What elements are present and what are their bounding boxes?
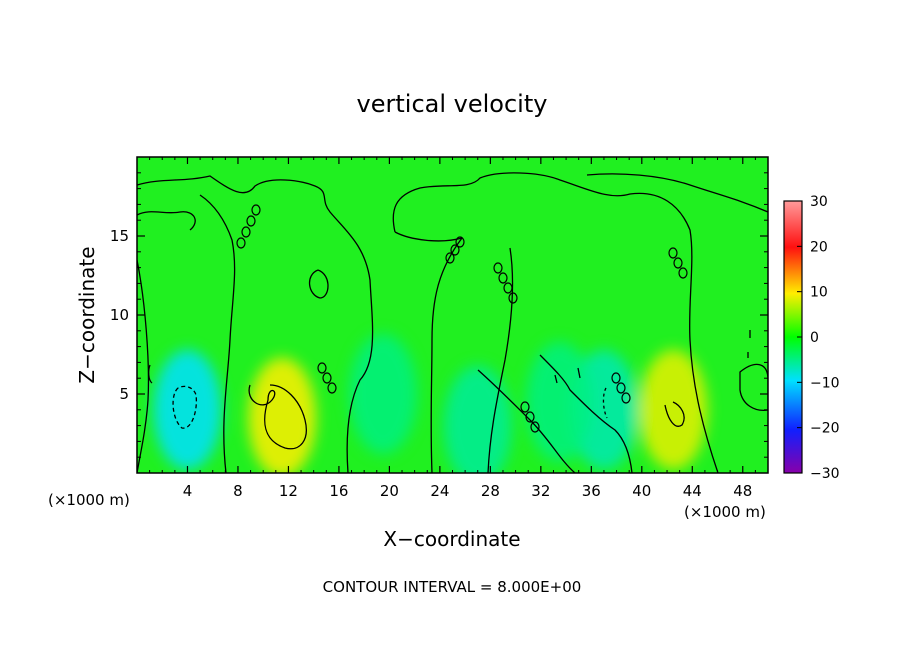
y-axis-label: Z−coordinate (75, 246, 99, 383)
contour-line (248, 384, 307, 450)
contour-oval (673, 257, 683, 269)
x-tick-label: 20 (380, 482, 399, 500)
plot-area (137, 157, 768, 473)
x-tick-label: 40 (632, 482, 651, 500)
x-tick-label: 8 (233, 482, 243, 500)
contour-oval (241, 226, 251, 238)
field-feature (525, 341, 594, 462)
field-feature (443, 365, 512, 473)
x-tick-label: 28 (481, 482, 500, 500)
contour-oval (498, 272, 508, 284)
contour-line (739, 363, 768, 411)
contour-interval-note: CONTOUR INTERVAL = 8.000E+00 (323, 578, 582, 596)
x-tick-label: 32 (531, 482, 550, 500)
colorbar-tick-label: 20 (810, 239, 828, 255)
contour-oval (668, 247, 678, 259)
x-unit-left: (×1000 m) (48, 491, 130, 509)
contour-oval (520, 401, 530, 413)
contour-line (308, 269, 329, 299)
colorbar-tick-label: −30 (810, 466, 840, 482)
contour-oval (611, 372, 621, 384)
contour-line (137, 175, 374, 473)
colorbar-tick-label: −10 (810, 375, 840, 391)
contour-line (747, 330, 751, 358)
contour-oval (525, 411, 535, 423)
colorbar-tick-label: −20 (810, 421, 840, 437)
y-tick-label: 5 (119, 385, 129, 403)
contour-oval (322, 372, 332, 384)
x-tick-label: 24 (430, 482, 449, 500)
contour-oval (508, 292, 518, 304)
contour-oval (621, 392, 631, 404)
contour-line (137, 259, 150, 473)
contour-line (487, 247, 514, 473)
colorbar-tick-label: 0 (810, 330, 819, 346)
contour-line (148, 364, 153, 384)
contour-line (392, 172, 719, 473)
contour-line (539, 354, 633, 473)
contour-oval (530, 421, 540, 433)
y-tick-label: 15 (110, 227, 129, 245)
field-feature (248, 357, 317, 473)
x-axis-label: X−coordinate (383, 527, 520, 551)
contour-line (172, 385, 198, 429)
contour-line (554, 367, 581, 384)
colorbar-ticks: 30 20 10 0 −10 −20 −30 (797, 194, 840, 482)
x-tick-label: 4 (183, 482, 193, 500)
contour-oval (616, 382, 626, 394)
contour-oval (317, 362, 327, 374)
contour-oval (246, 215, 256, 227)
colorbar-tick-label: 10 (810, 285, 828, 301)
x-tick-label: 44 (683, 482, 702, 500)
field-feature (349, 334, 418, 454)
contour-oval (327, 382, 337, 394)
y-tick-label: 10 (110, 306, 129, 324)
field-feature (153, 349, 222, 470)
contour-oval (455, 236, 465, 248)
contour-lines (137, 172, 768, 473)
x-tick-label: 48 (733, 482, 752, 500)
contour-oval (445, 252, 455, 264)
x-axis: 4 8 12 16 20 24 28 32 36 40 44 48 (149, 157, 756, 500)
chart-title: vertical velocity (357, 90, 548, 118)
contour-oval (450, 244, 460, 256)
colorbar: 30 20 10 0 −10 −20 −30 (783, 194, 840, 482)
x-unit-right: (×1000 m) (684, 503, 766, 521)
contour-oval (493, 262, 503, 274)
contour-oval (678, 267, 688, 279)
contour-line (430, 237, 463, 473)
x-tick-label: 36 (582, 482, 601, 500)
field-feature (639, 349, 708, 470)
field-features (153, 334, 708, 473)
contour-oval (251, 204, 261, 216)
contour-oval (503, 282, 513, 294)
contour-oval (236, 237, 246, 249)
contour-line (394, 231, 463, 242)
contour-line (477, 369, 576, 473)
colorbar-tick-label: 30 (810, 194, 828, 210)
contour-line (199, 194, 236, 473)
contour-oval-chains (236, 204, 688, 433)
y-axis: 5 10 15 (110, 172, 768, 458)
contour-line (137, 211, 196, 231)
x-tick-label: 16 (329, 482, 348, 500)
contour-line (602, 387, 608, 419)
contour-line (586, 173, 768, 213)
x-tick-label: 12 (279, 482, 298, 500)
contour-line (664, 401, 685, 427)
